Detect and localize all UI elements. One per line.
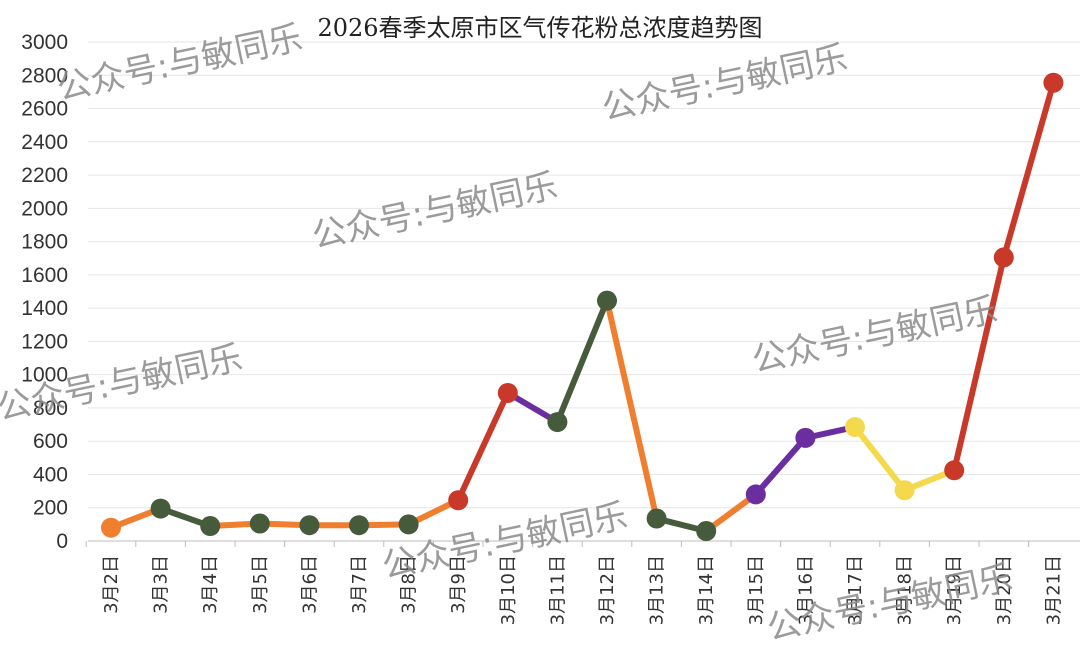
watermark-text: 公众号:与敏同乐 [309, 166, 561, 257]
data-point [448, 490, 469, 511]
x-tick-label: 3月20日 [994, 555, 1015, 625]
chart-title: 2026春季太原市区气传花粉总浓度趋势图 [317, 14, 762, 42]
x-tick-label: 3月14日 [696, 555, 717, 625]
data-point [547, 412, 568, 433]
series-line-segment [951, 254, 1007, 474]
x-tick-label: 3月3日 [151, 555, 172, 614]
y-tick-label: 800 [33, 397, 68, 420]
data-point [845, 417, 865, 438]
data-point [597, 290, 617, 311]
x-tick-label: 3月4日 [200, 555, 221, 614]
y-tick-label: 600 [33, 430, 68, 453]
x-tick-label: 3月9日 [448, 555, 469, 614]
x-tick-label: 3月18日 [895, 555, 916, 625]
x-tick-label: 3月17日 [845, 555, 866, 625]
y-tick-label: 2000 [21, 197, 68, 220]
data-point [646, 508, 667, 529]
x-tick-label: 3月13日 [647, 555, 668, 625]
x-tick-label: 3月5日 [250, 555, 271, 614]
series-line-segment [752, 434, 809, 498]
x-tick-label: 3月7日 [349, 555, 370, 614]
data-point [745, 484, 766, 505]
data-point [299, 515, 320, 536]
data-point [398, 514, 419, 535]
y-tick-label: 2800 [21, 64, 68, 87]
x-tick-label: 3月6日 [299, 555, 320, 614]
x-tick-label: 3月2日 [101, 555, 122, 614]
series-line-segment [455, 389, 511, 504]
data-point [795, 427, 816, 448]
y-tick-label: 2200 [21, 164, 68, 187]
gridlines [88, 41, 1080, 542]
data-point [497, 382, 518, 403]
y-tick-label: 1000 [21, 364, 68, 387]
series-line-segment [1000, 79, 1057, 261]
y-tick-label: 2600 [21, 98, 68, 121]
x-tick-label: 3月16日 [795, 555, 816, 625]
data-point [249, 513, 270, 534]
data-point [101, 517, 121, 538]
x-tick-label: 3月8日 [399, 555, 420, 614]
data-point [696, 521, 717, 542]
y-tick-label: 1800 [21, 231, 68, 254]
data-point [349, 515, 369, 536]
y-tick-label: 1600 [21, 264, 68, 287]
y-tick-label: 0 [56, 530, 68, 553]
y-tick-label: 200 [33, 497, 68, 520]
y-tick-label: 400 [33, 463, 68, 486]
watermark-text: 公众号:与敏同乐 [749, 290, 1001, 381]
y-tick-label: 1400 [21, 297, 68, 320]
series-points [101, 72, 1064, 542]
series-line-segment [604, 297, 660, 522]
x-tick-label: 3月19日 [944, 555, 965, 625]
y-axis: 0 200 400 600 800 1000 1200 1400 1600 1800 2000 220… [21, 31, 68, 553]
y-tick-label: 1200 [21, 330, 68, 353]
series-line-segment [852, 424, 908, 494]
watermark-text: 公众号:与敏同乐 [599, 38, 851, 129]
x-tick-label: 3月21日 [1043, 555, 1064, 625]
data-point [944, 460, 965, 481]
watermark-text: 公众号:与敏同乐 [54, 18, 306, 109]
data-point [993, 247, 1014, 268]
series-line-segment [554, 297, 610, 426]
x-axis: 3月2日 3月3日 3月4日 3月5日 3月6日 3月7日 3月8日 3月9日 3月10日 3月1… [85, 541, 1064, 625]
x-tick-label: 3月11日 [547, 555, 568, 625]
watermarks: 公众号:与敏同乐 公众号:与敏同乐公众号:与敏同乐公众号:与敏同乐公众号:与敏同乐… [0, 18, 1016, 649]
data-point [150, 498, 171, 519]
y-tick-label: 3000 [21, 31, 68, 54]
data-point [200, 516, 221, 537]
y-tick-label: 2400 [21, 131, 68, 154]
x-tick-label: 3月12日 [597, 555, 618, 625]
data-point [1043, 72, 1064, 93]
x-tick-label: 3月10日 [498, 555, 519, 625]
data-point [894, 480, 915, 501]
series-line-segment [703, 491, 759, 535]
x-tick-label: 3月15日 [746, 555, 767, 625]
